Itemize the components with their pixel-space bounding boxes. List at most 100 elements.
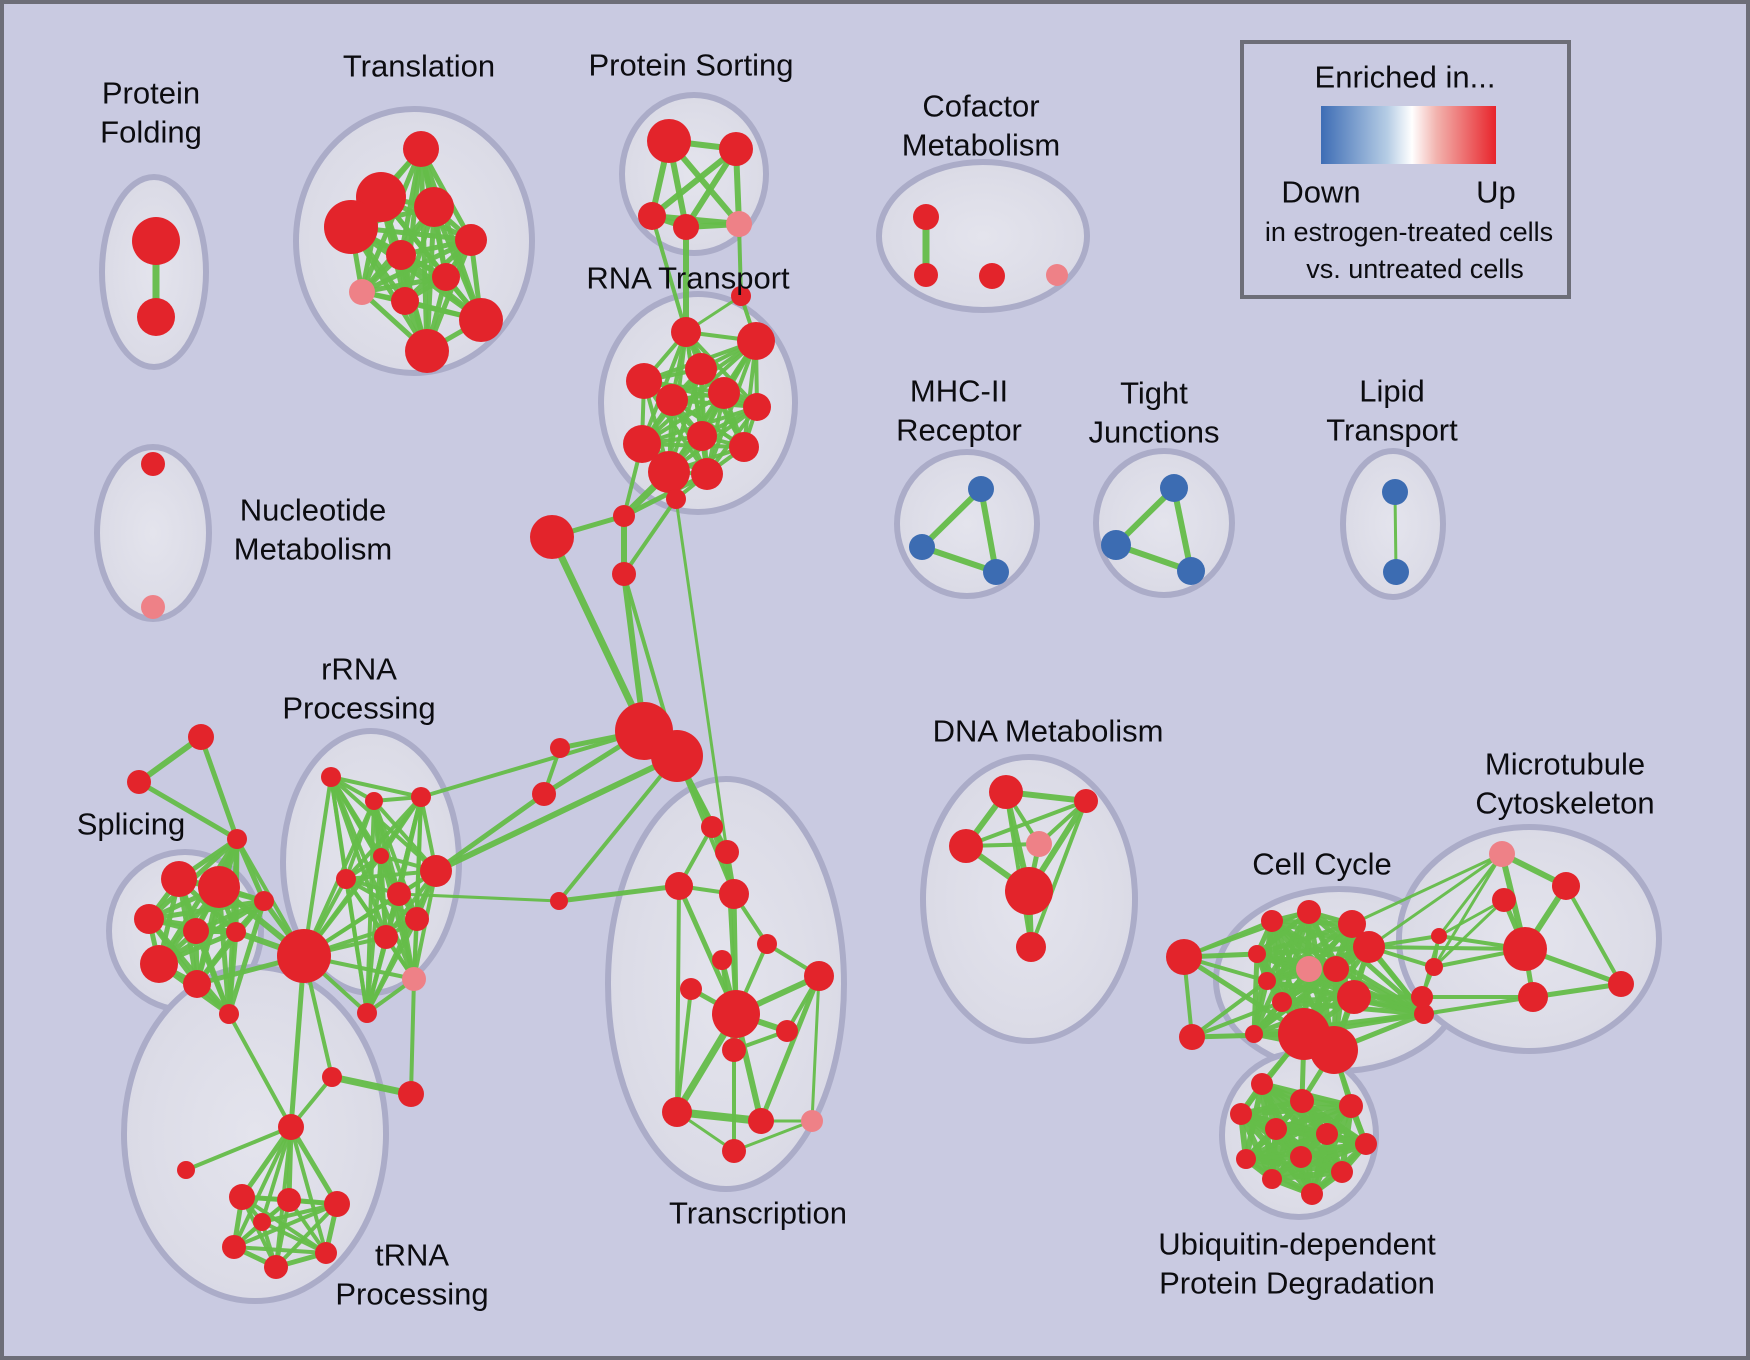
node-microtubule-cytoskeleton[interactable] bbox=[1492, 888, 1516, 912]
node-trna-processing[interactable] bbox=[253, 1213, 271, 1231]
node-transcription[interactable] bbox=[776, 1020, 798, 1042]
node-rrna-processing[interactable] bbox=[321, 767, 341, 787]
node-transcription[interactable] bbox=[701, 816, 723, 838]
node-ubiquitin-degradation[interactable] bbox=[1301, 1183, 1323, 1205]
node-mhc-ii-receptor[interactable] bbox=[909, 534, 935, 560]
node-trna-processing[interactable] bbox=[177, 1161, 195, 1179]
node-ubiquitin-degradation[interactable] bbox=[1339, 1094, 1363, 1118]
node-translation[interactable] bbox=[459, 298, 503, 342]
node-dna-metabolism[interactable] bbox=[949, 829, 983, 863]
node-rna-transport[interactable] bbox=[623, 425, 661, 463]
node-translation[interactable] bbox=[455, 224, 487, 256]
node-dna-metabolism[interactable] bbox=[1016, 932, 1046, 962]
node-cell-cycle[interactable] bbox=[1258, 972, 1276, 990]
node-protein-sorting[interactable] bbox=[673, 214, 699, 240]
node-splicing[interactable] bbox=[219, 1004, 239, 1024]
node-trna-processing[interactable] bbox=[222, 1235, 246, 1259]
node-cell-cycle[interactable] bbox=[1297, 900, 1321, 924]
node-transcription[interactable] bbox=[719, 879, 749, 909]
node-transcription[interactable] bbox=[662, 1097, 692, 1127]
node-translation[interactable] bbox=[324, 200, 378, 254]
node-translation[interactable] bbox=[414, 187, 454, 227]
node-rrna-processing[interactable] bbox=[277, 929, 331, 983]
node-cell-cycle[interactable] bbox=[1414, 1004, 1434, 1024]
node-mhc-ii-receptor[interactable] bbox=[983, 559, 1009, 585]
node-rrna-processing[interactable] bbox=[387, 882, 411, 906]
connector-node[interactable] bbox=[550, 738, 570, 758]
connector-node[interactable] bbox=[731, 286, 751, 306]
node-ubiquitin-degradation[interactable] bbox=[1316, 1123, 1338, 1145]
node-rna-transport[interactable] bbox=[743, 393, 771, 421]
node-rna-transport[interactable] bbox=[626, 363, 662, 399]
node-splicing[interactable] bbox=[254, 891, 274, 911]
node-ubiquitin-degradation[interactable] bbox=[1290, 1146, 1312, 1168]
node-dna-metabolism[interactable] bbox=[1005, 867, 1053, 915]
node-transcription[interactable] bbox=[757, 934, 777, 954]
node-protein-folding[interactable] bbox=[132, 217, 180, 265]
node-tight-junctions[interactable] bbox=[1101, 530, 1131, 560]
connector-node[interactable] bbox=[612, 562, 636, 586]
node-tight-junctions[interactable] bbox=[1177, 557, 1205, 585]
node-rrna-processing[interactable] bbox=[373, 848, 389, 864]
node-dna-metabolism[interactable] bbox=[1026, 831, 1052, 857]
node-microtubule-cytoskeleton[interactable] bbox=[1489, 841, 1515, 867]
node-splicing[interactable] bbox=[226, 922, 246, 942]
node-lipid-transport[interactable] bbox=[1383, 559, 1409, 585]
node-rrna-processing[interactable] bbox=[374, 925, 398, 949]
node-splicing[interactable] bbox=[134, 904, 164, 934]
node-microtubule-cytoskeleton[interactable] bbox=[1411, 986, 1433, 1008]
node-cell-cycle[interactable] bbox=[1323, 956, 1349, 982]
node-cell-cycle[interactable] bbox=[1245, 1025, 1263, 1043]
node-rna-transport[interactable] bbox=[671, 317, 701, 347]
node-cell-cycle[interactable] bbox=[1337, 980, 1371, 1014]
node-microtubule-cytoskeleton[interactable] bbox=[1431, 928, 1447, 944]
node-microtubule-cytoskeleton[interactable] bbox=[1518, 982, 1548, 1012]
node-rna-transport[interactable] bbox=[737, 322, 775, 360]
connector-node[interactable] bbox=[127, 770, 151, 794]
node-cofactor-metabolism[interactable] bbox=[1046, 264, 1068, 286]
node-nucleotide-metabolism[interactable] bbox=[141, 595, 165, 619]
node-microtubule-cytoskeleton[interactable] bbox=[1552, 872, 1580, 900]
connector-node[interactable] bbox=[666, 489, 686, 509]
node-rrna-processing[interactable] bbox=[336, 869, 356, 889]
node-cell-cycle[interactable] bbox=[1310, 1026, 1358, 1074]
node-cofactor-metabolism[interactable] bbox=[979, 263, 1005, 289]
node-ubiquitin-degradation[interactable] bbox=[1265, 1118, 1287, 1140]
connector-node[interactable] bbox=[398, 1081, 424, 1107]
node-ubiquitin-degradation[interactable] bbox=[1230, 1103, 1252, 1125]
node-transcription[interactable] bbox=[722, 1038, 746, 1062]
node-transcription[interactable] bbox=[804, 961, 834, 991]
node-rrna-processing[interactable] bbox=[365, 792, 383, 810]
node-tight-junctions[interactable] bbox=[1160, 474, 1188, 502]
node-transcription[interactable] bbox=[715, 840, 739, 864]
node-rna-transport[interactable] bbox=[687, 421, 717, 451]
node-ubiquitin-degradation[interactable] bbox=[1236, 1149, 1256, 1169]
connector-node[interactable] bbox=[530, 515, 574, 559]
node-rna-transport[interactable] bbox=[685, 353, 717, 385]
connector-node[interactable] bbox=[613, 505, 635, 527]
node-translation[interactable] bbox=[391, 287, 419, 315]
connector-node[interactable] bbox=[532, 782, 556, 806]
node-rna-transport[interactable] bbox=[656, 384, 688, 416]
node-cofactor-metabolism[interactable] bbox=[914, 263, 938, 287]
node-splicing[interactable] bbox=[183, 918, 209, 944]
node-trna-processing[interactable] bbox=[315, 1242, 337, 1264]
node-protein-sorting[interactable] bbox=[638, 202, 666, 230]
node-protein-sorting[interactable] bbox=[647, 119, 691, 163]
node-translation[interactable] bbox=[405, 329, 449, 373]
connector-node[interactable] bbox=[322, 1067, 342, 1087]
node-rrna-processing[interactable] bbox=[402, 967, 426, 991]
node-cell-cycle[interactable] bbox=[1353, 931, 1385, 963]
node-rrna-processing[interactable] bbox=[357, 1003, 377, 1023]
node-transcription[interactable] bbox=[801, 1110, 823, 1132]
node-cell-cycle[interactable] bbox=[1261, 910, 1283, 932]
node-nucleotide-metabolism[interactable] bbox=[141, 452, 165, 476]
connector-node[interactable] bbox=[651, 730, 703, 782]
node-ubiquitin-degradation[interactable] bbox=[1355, 1133, 1377, 1155]
node-trna-processing[interactable] bbox=[277, 1188, 301, 1212]
node-translation[interactable] bbox=[432, 263, 460, 291]
node-trna-processing[interactable] bbox=[278, 1114, 304, 1140]
node-cell-cycle[interactable] bbox=[1248, 945, 1266, 963]
node-ubiquitin-degradation[interactable] bbox=[1331, 1161, 1353, 1183]
node-dna-metabolism[interactable] bbox=[989, 775, 1023, 809]
